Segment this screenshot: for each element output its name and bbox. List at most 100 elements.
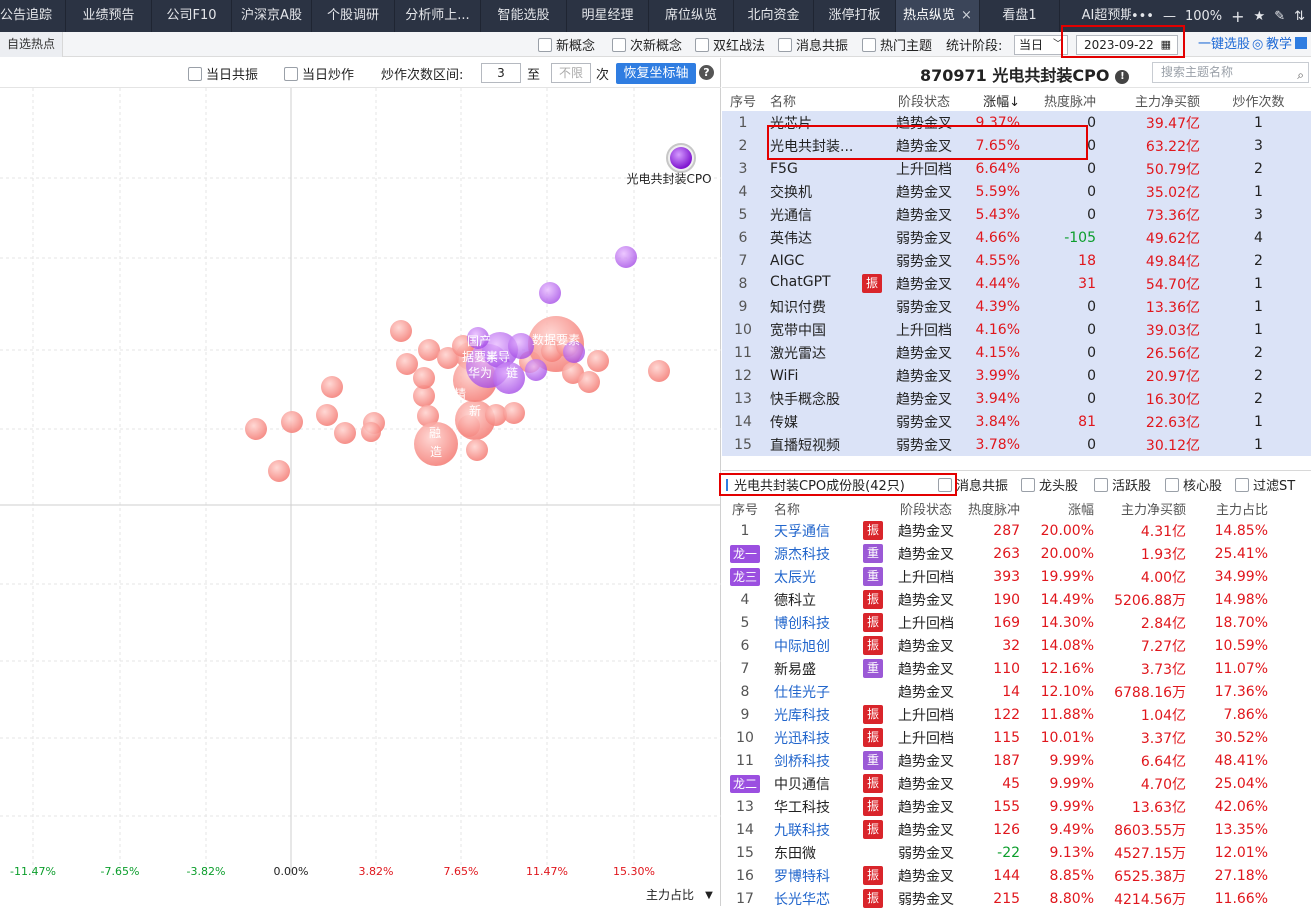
data-bubble[interactable] xyxy=(493,362,525,394)
concept-name[interactable]: AIGC xyxy=(764,249,884,272)
data-bubble[interactable] xyxy=(413,367,435,389)
data-bubble[interactable] xyxy=(615,246,637,268)
concept-name[interactable]: 激光雷达 xyxy=(764,341,884,364)
stock-name[interactable]: 中贝通信 xyxy=(774,776,830,793)
data-bubble[interactable] xyxy=(578,371,600,393)
tab-item[interactable]: 席位纵览 xyxy=(649,0,734,32)
range-to-input[interactable]: 不限 xyxy=(551,63,591,83)
data-bubble[interactable] xyxy=(562,362,584,384)
stock-name[interactable]: 源杰科技 xyxy=(774,546,830,563)
data-bubble[interactable] xyxy=(485,404,507,426)
checkbox[interactable] xyxy=(1094,477,1108,492)
data-bubble[interactable] xyxy=(396,353,418,375)
data-bubble[interactable] xyxy=(417,405,439,427)
checkbox[interactable] xyxy=(695,37,709,52)
col-header-pulse[interactable]: 热度脉冲 xyxy=(1043,94,1096,110)
col-header-change[interactable]: 涨幅 xyxy=(1068,502,1095,518)
stock-name[interactable]: 罗博特科 xyxy=(774,868,830,885)
table-row[interactable]: 5 光通信 趋势金叉 5.43% 0 73.36亿 3 xyxy=(722,203,1311,226)
col-header-name[interactable]: 名称 xyxy=(774,502,801,518)
tab-item[interactable]: 涨停打板 xyxy=(814,0,896,32)
split-icon[interactable]: ⇅ xyxy=(1294,8,1305,24)
filter-today-resonance[interactable]: 当日共振 xyxy=(188,64,258,83)
table-row[interactable]: 16 罗博特科 振趋势金叉 144 8.85% 6525.38万 27.18% xyxy=(722,864,1311,887)
concept-name[interactable]: WiFi xyxy=(764,364,884,387)
table-row[interactable]: 11 剑桥科技 重趋势金叉 187 9.99% 6.64亿 48.41% xyxy=(722,749,1311,772)
checkbox[interactable] xyxy=(538,37,552,52)
concept-name[interactable]: 光芯片 xyxy=(764,111,884,134)
data-bubble[interactable] xyxy=(413,385,435,407)
checkbox[interactable] xyxy=(862,37,876,52)
table-row[interactable]: 龙三 太辰光 重上升回档 393 19.99% 4.00亿 34.99% xyxy=(722,565,1311,588)
minimize-icon[interactable]: — xyxy=(1162,8,1176,24)
checkbox[interactable] xyxy=(938,477,952,492)
concept-name[interactable]: 快手概念股 xyxy=(764,387,884,410)
data-bubble[interactable] xyxy=(508,333,534,359)
table-row[interactable]: 13 华工科技 振趋势金叉 155 9.99% 13.63亿 42.06% xyxy=(722,795,1311,818)
col-header-no[interactable]: 序号 xyxy=(731,502,758,518)
data-bubble[interactable] xyxy=(418,339,440,361)
comp-filter-core[interactable]: 核心股 xyxy=(1165,475,1222,494)
table-row[interactable]: 4 交换机 趋势金叉 5.59% 0 35.02亿 1 xyxy=(722,180,1311,203)
data-bubble[interactable] xyxy=(587,350,609,372)
info-icon[interactable]: ! xyxy=(1115,70,1130,84)
tab-item[interactable]: 智能选股 xyxy=(481,0,567,32)
data-bubble[interactable] xyxy=(503,402,525,424)
table-row[interactable]: 11 激光雷达 趋势金叉 4.15% 0 26.56亿 2 xyxy=(722,341,1311,364)
tab-item[interactable]: 北向资金 xyxy=(734,0,814,32)
data-bubble[interactable] xyxy=(361,422,381,442)
table-row[interactable]: 2 光电共封装... 趋势金叉 7.65% 0 63.22亿 3 xyxy=(722,134,1311,157)
col-header-net[interactable]: 主力净买额 xyxy=(1121,502,1187,518)
data-bubble[interactable] xyxy=(334,422,356,444)
table-row[interactable]: 5 博创科技 振上升回档 169 14.30% 2.84亿 18.70% xyxy=(722,611,1311,634)
stock-name[interactable]: 光迅科技 xyxy=(774,730,830,747)
x-axis-label[interactable]: 主力占比 xyxy=(646,887,694,902)
table-row[interactable]: 13 快手概念股 趋势金叉 3.94% 0 16.30亿 2 xyxy=(722,387,1311,410)
col-header-no[interactable]: 序号 xyxy=(729,94,756,110)
filter-hot-theme[interactable]: 热门主题 xyxy=(862,32,932,57)
table-row[interactable]: 6 中际旭创 振趋势金叉 32 14.08% 7.27亿 10.59% xyxy=(722,634,1311,657)
data-bubble[interactable] xyxy=(563,341,585,363)
stock-name[interactable]: 德科立 xyxy=(774,592,816,609)
concept-name[interactable]: 英伟达 xyxy=(764,226,884,249)
teach-link[interactable]: 教学 xyxy=(1266,32,1308,57)
filter-new-concept[interactable]: 新概念 xyxy=(538,32,595,57)
data-bubble[interactable] xyxy=(268,460,290,482)
table-row[interactable]: 7 新易盛 重趋势金叉 110 12.16% 3.73亿 11.07% xyxy=(722,657,1311,680)
data-bubble[interactable] xyxy=(281,411,303,433)
filter-subnew-concept[interactable]: 次新概念 xyxy=(612,32,682,57)
stock-name[interactable]: 中际旭创 xyxy=(774,638,830,655)
data-bubble[interactable] xyxy=(466,439,488,461)
comp-filter-active[interactable]: 活跃股 xyxy=(1094,475,1151,494)
concept-name[interactable]: F5G xyxy=(764,157,884,180)
watchlist-hot-tab[interactable]: 自选热点 xyxy=(0,32,64,57)
one-key-select-link[interactable]: 一键选股 ◎ xyxy=(1198,32,1263,57)
tab-item[interactable]: 看盘1 xyxy=(980,0,1060,32)
table-row[interactable]: 3 F5G 上升回档 6.64% 0 50.79亿 2 xyxy=(722,157,1311,180)
stock-name[interactable]: 九联科技 xyxy=(774,822,830,839)
more-icon[interactable]: ••• xyxy=(1130,8,1154,24)
checkbox[interactable] xyxy=(612,37,626,52)
table-row[interactable]: 9 知识付费 弱势金叉 4.39% 0 13.36亿 1 xyxy=(722,295,1311,318)
table-row[interactable]: 7 AIGC 弱势金叉 4.55% 18 49.84亿 2 xyxy=(722,249,1311,272)
table-row[interactable]: 8 仕佳光子 趋势金叉 14 12.10% 6788.16万 17.36% xyxy=(722,680,1311,703)
concept-name[interactable]: 宽带中国 xyxy=(764,318,884,341)
table-row[interactable]: 1 光芯片 趋势金叉 9.37% 0 39.47亿 1 xyxy=(722,111,1311,134)
col-header-change[interactable]: 涨幅↓ xyxy=(983,94,1020,110)
data-bubble[interactable] xyxy=(455,400,495,440)
stock-name[interactable]: 天孚通信 xyxy=(774,523,830,540)
col-header-ratio[interactable]: 主力占比 xyxy=(1216,502,1269,518)
table-row[interactable]: 龙一 源杰科技 重趋势金叉 263 20.00% 1.93亿 25.41% xyxy=(722,542,1311,565)
col-header-pulse[interactable]: 热度脉冲 xyxy=(968,502,1021,518)
tab-item[interactable]: 热点纵览 × xyxy=(896,0,980,32)
table-row[interactable]: 4 德科立 振趋势金叉 190 14.49% 5206.88万 14.98% xyxy=(722,588,1311,611)
data-bubble[interactable] xyxy=(390,320,412,342)
tab-item[interactable]: 沪深京A股 xyxy=(232,0,312,32)
table-row[interactable]: 9 光库科技 振上升回档 122 11.88% 1.04亿 7.86% xyxy=(722,703,1311,726)
concept-name[interactable]: 光电共封装... xyxy=(764,134,884,157)
concept-search-input[interactable]: 搜索主题名称 ⌕ xyxy=(1152,62,1309,83)
checkbox[interactable] xyxy=(1235,477,1249,492)
table-row[interactable]: 龙二 中贝通信 振趋势金叉 45 9.99% 4.70亿 25.04% xyxy=(722,772,1311,795)
selected-bubble[interactable] xyxy=(670,147,692,169)
data-bubble[interactable] xyxy=(467,327,489,349)
